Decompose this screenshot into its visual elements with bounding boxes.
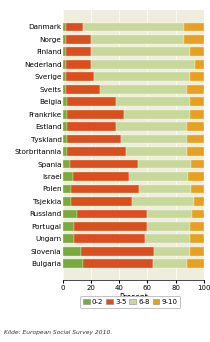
Bar [190, 48, 204, 56]
Bar [63, 97, 67, 106]
Bar [63, 247, 81, 256]
Bar [66, 73, 94, 81]
Bar [66, 48, 91, 56]
Bar [155, 247, 190, 256]
Bar [191, 185, 204, 193]
Bar [194, 197, 204, 206]
Bar [63, 110, 67, 119]
Bar [184, 35, 204, 44]
Bar [63, 222, 74, 231]
Bar [63, 35, 66, 44]
Bar [188, 172, 204, 181]
Bar [63, 85, 66, 94]
Bar [147, 222, 190, 231]
Bar [83, 260, 153, 268]
Bar [81, 247, 155, 256]
Text: Kilde: European Social Survey 2010.: Kilde: European Social Survey 2010. [4, 330, 112, 335]
Bar [187, 260, 204, 268]
Bar [195, 60, 204, 69]
Bar [117, 97, 190, 106]
Bar [67, 97, 117, 106]
Bar [66, 60, 91, 69]
Bar [187, 122, 204, 131]
Bar [63, 197, 71, 206]
Bar [126, 147, 187, 156]
Bar [190, 247, 204, 256]
Bar [190, 97, 204, 106]
Bar [67, 122, 117, 131]
Bar [190, 73, 204, 81]
Bar [94, 73, 190, 81]
Bar [190, 235, 204, 243]
Bar [66, 85, 100, 94]
Bar [91, 35, 184, 44]
Bar [190, 222, 204, 231]
Bar [192, 210, 204, 218]
Bar [74, 235, 145, 243]
Bar [63, 147, 67, 156]
Bar [63, 210, 77, 218]
Bar [190, 110, 204, 119]
Bar [63, 23, 66, 31]
Bar [139, 185, 191, 193]
Bar [138, 160, 191, 168]
Bar [63, 260, 83, 268]
Bar [63, 60, 66, 69]
Bar [129, 172, 188, 181]
Bar [63, 235, 74, 243]
Bar [187, 85, 204, 94]
Bar [63, 73, 66, 81]
Bar [66, 35, 91, 44]
Bar [184, 23, 204, 31]
Bar [63, 160, 70, 168]
Bar [91, 48, 190, 56]
Bar [145, 235, 190, 243]
Bar [123, 110, 190, 119]
Bar [63, 122, 67, 131]
Bar [67, 135, 121, 144]
Bar [63, 185, 71, 193]
Bar [63, 135, 67, 144]
Bar [71, 197, 132, 206]
Bar [191, 160, 204, 168]
Bar [67, 147, 126, 156]
Bar [70, 160, 138, 168]
Bar [73, 172, 129, 181]
Bar [74, 222, 147, 231]
Bar [63, 48, 66, 56]
X-axis label: Prosent: Prosent [119, 293, 148, 302]
Bar [67, 110, 123, 119]
Bar [71, 185, 139, 193]
Bar [147, 210, 192, 218]
Bar [83, 23, 184, 31]
Bar [153, 260, 187, 268]
Bar [63, 172, 73, 181]
Bar [117, 122, 187, 131]
Bar [187, 147, 204, 156]
Bar [187, 135, 204, 144]
Bar [91, 60, 195, 69]
Legend: 0-2, 3-5, 6-8, 9-10: 0-2, 3-5, 6-8, 9-10 [80, 296, 180, 308]
Bar [66, 23, 83, 31]
Bar [77, 210, 147, 218]
Bar [121, 135, 187, 144]
Bar [132, 197, 194, 206]
Bar [100, 85, 187, 94]
